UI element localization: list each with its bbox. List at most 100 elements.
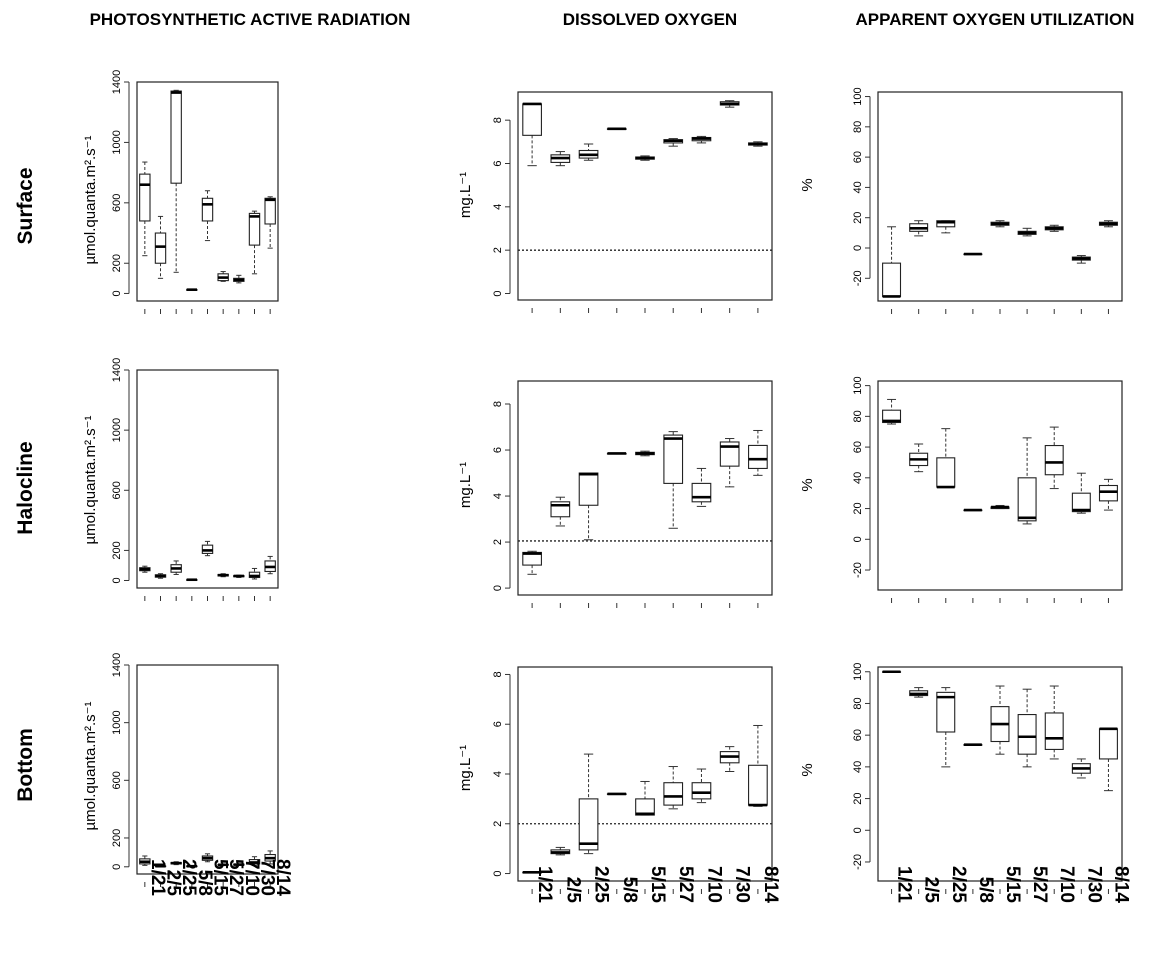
x-category-label-do: 7/10	[703, 866, 724, 903]
y-tick-label-par-bottom: 0	[111, 864, 123, 870]
box-do-bottom-5	[663, 766, 684, 810]
y-axis-label-do-halocline: mg.L⁻¹	[457, 462, 474, 508]
box-aou-halocline-4	[990, 504, 1010, 510]
box-do-halocline-0	[522, 550, 542, 575]
y-axis-label-par-surface: µmol.quanta.m².s⁻¹	[82, 135, 99, 264]
box-par-bottom-8	[264, 850, 276, 865]
y-tick-label-do-halocline: 4	[492, 493, 504, 499]
y-tick-label-aou-surface: 40	[852, 181, 864, 193]
plot-frame-aou-surface	[877, 91, 1123, 302]
box-do-bottom-0	[522, 870, 542, 874]
y-tick-label-aou-surface: 100	[852, 87, 864, 105]
box-iqr	[264, 197, 276, 225]
x-category-label-par: 2/25	[178, 859, 199, 896]
box-aou-bottom-7	[1071, 758, 1091, 779]
box-par-halocline-0	[139, 565, 151, 573]
box-iqr	[882, 409, 902, 424]
box-aou-surface-5	[1017, 227, 1037, 237]
box-aou-bottom-6	[1044, 685, 1064, 760]
y-tick-label-par-halocline: 0	[111, 577, 123, 583]
x-category-label-par: 7/30	[257, 859, 278, 896]
plot-frame-aou-halocline	[877, 380, 1123, 591]
x-category-label-aou: 8/14	[1110, 866, 1131, 903]
x-category-label-aou: 7/30	[1083, 866, 1104, 903]
panels: 020060010001400µmol.quanta.m².s⁻¹02468mg…	[82, 70, 1123, 894]
y-tick-label-do-bottom: 4	[492, 771, 504, 777]
x-category-label-aou: 2/25	[948, 866, 969, 903]
box-do-bottom-1	[550, 846, 571, 856]
box-iqr	[1071, 492, 1091, 513]
y-tick-label-aou-bottom: 60	[852, 729, 864, 741]
panel-par-surface: 0 200 600 1000 1400 µmol.quanta.m².s⁻¹	[82, 70, 279, 314]
x-category-label-do: 5/15	[647, 866, 668, 903]
y-tick-label-par-surface: 1400	[111, 70, 123, 94]
plot-frame-par-bottom	[136, 664, 279, 875]
box-do-halocline-8	[748, 429, 768, 476]
panel-aou-halocline: -20 0 20 40 60 80 100%	[799, 376, 1123, 603]
box-par-halocline-7	[248, 567, 261, 580]
y-tick-label-aou-halocline: 100	[852, 376, 864, 394]
y-tick-label-par-surface: 600	[111, 194, 123, 212]
panel-do-bottom: 0 2 4 6 8 mg.L⁻¹	[457, 666, 773, 894]
box-aou-surface-3	[963, 252, 983, 256]
y-tick-label-aou-surface: 80	[852, 121, 864, 133]
plot-frame-do-surface	[517, 91, 773, 301]
y-axis-label-aou-halocline: %	[799, 478, 816, 491]
box-par-bottom-3	[186, 864, 198, 868]
y-tick-label-par-surface: 1000	[111, 130, 123, 154]
x-axis-labels: 1/212/52/255/85/155/277/107/308/14 1/21 2/…	[147, 859, 1132, 903]
box-iqr	[748, 764, 768, 806]
box-do-surface-8	[748, 141, 768, 147]
box-do-surface-5	[663, 138, 684, 147]
x-category-label-do: 7/30	[732, 866, 753, 903]
box-iqr	[936, 691, 956, 733]
y-tick-label-do-bottom: 6	[492, 721, 504, 727]
y-tick-label-par-surface: 0	[111, 290, 123, 296]
box-iqr	[936, 457, 956, 488]
box-par-surface-2	[170, 89, 182, 273]
y-tick-label-par-surface: 200	[111, 254, 123, 272]
y-tick-label-do-bottom: 2	[492, 821, 504, 827]
y-tick-label-do-surface: 6	[492, 160, 504, 166]
column-title-par: PHOTOSYNTHETIC ACTIVE RADIATION	[90, 10, 411, 29]
y-tick-label-do-surface: 8	[492, 117, 504, 123]
y-tick-label-do-halocline: 0	[492, 585, 504, 591]
box-do-halocline-2	[578, 472, 599, 541]
y-axis-label-aou-bottom: %	[799, 763, 816, 776]
box-par-halocline-4	[201, 540, 214, 557]
box-iqr	[522, 103, 542, 136]
box-iqr	[719, 441, 740, 467]
box-par-surface-4	[201, 190, 214, 242]
x-category-label-par: 5/15	[210, 859, 231, 896]
box-aou-surface-2	[936, 220, 956, 234]
box-do-halocline-5	[663, 431, 684, 529]
box-do-halocline-6	[691, 467, 712, 507]
y-axis-label-par-halocline: µmol.quanta.m².s⁻¹	[82, 415, 99, 544]
y-tick-label-do-surface: 0	[492, 290, 504, 296]
y-tick-label-aou-halocline: 20	[852, 502, 864, 514]
box-do-bottom-6	[691, 768, 712, 804]
box-iqr	[748, 444, 768, 469]
box-aou-surface-8	[1098, 220, 1118, 228]
x-category-label-par: 8/14	[272, 859, 293, 896]
box-par-bottom-0	[139, 855, 151, 866]
y-axis-label-do-surface: mg.L⁻¹	[457, 172, 474, 218]
panel-aou-bottom: -20 0 20 40 60 80 100%	[799, 663, 1123, 894]
y-tick-label-aou-bottom: 100	[852, 663, 864, 681]
box-par-bottom-6	[233, 863, 245, 866]
box-iqr	[691, 482, 712, 503]
y-tick-label-par-halocline: 1400	[111, 358, 123, 382]
plot-frame-par-surface	[136, 81, 279, 302]
box-aou-halocline-5	[1017, 437, 1037, 525]
box-iqr	[663, 434, 684, 484]
y-tick-label-do-surface: 4	[492, 204, 504, 210]
row-title-bottom: Bottom	[14, 728, 37, 801]
box-aou-bottom-0	[882, 670, 902, 674]
box-aou-surface-0	[882, 226, 902, 298]
y-tick-label-aou-bottom: 80	[852, 697, 864, 709]
box-par-surface-6	[233, 274, 245, 284]
y-tick-label-aou-halocline: 0	[852, 536, 864, 542]
y-axis-label-aou-surface: %	[799, 178, 816, 191]
x-category-label-do: 2/25	[591, 866, 612, 903]
